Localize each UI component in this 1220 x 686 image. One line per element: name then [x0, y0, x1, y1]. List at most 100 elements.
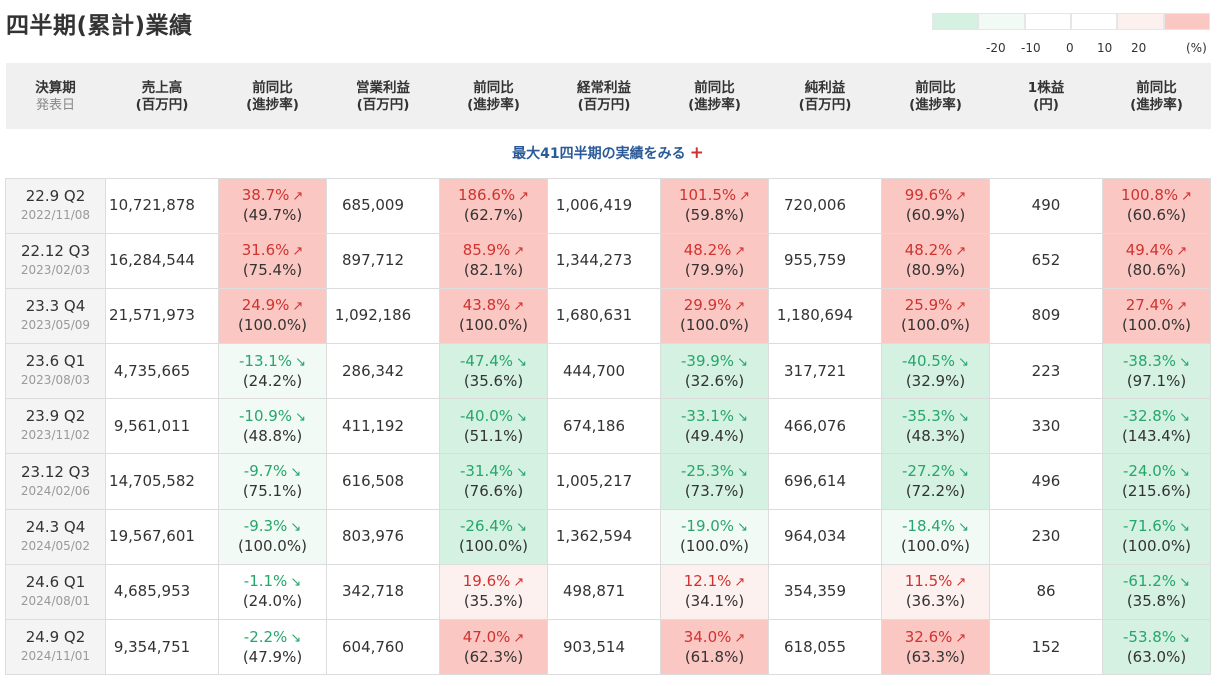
arrow-down-right-icon: ↘	[737, 409, 748, 425]
yoy-percent: -47.4%	[460, 351, 514, 370]
show-more-label[interactable]: 最大41四半期の実績をみる	[512, 146, 686, 163]
arrow-down-right-icon: ↘	[290, 465, 302, 481]
legend-ticks: -20 -10 0 10 20 (%)	[932, 41, 1210, 61]
yoy-percent: 27.4%	[1125, 296, 1174, 315]
progress-rate: (100.0%)	[459, 316, 528, 335]
progress-rate: (35.3%)	[463, 592, 524, 611]
net-profit-cell: 466,076	[768, 398, 882, 455]
yoy-percent: -13.1%	[239, 351, 293, 370]
yoy-percent: 100.8%	[1120, 186, 1179, 205]
yoy-percent: -25.3%	[681, 462, 735, 481]
period-label: 24.6 Q1	[25, 572, 86, 591]
arrow-up-right-icon: ↗	[739, 189, 751, 205]
header-net-yoy: 前同比 (進捗率)	[881, 63, 990, 129]
progress-rate: (48.8%)	[242, 426, 303, 445]
yoy-percent: -2.2%	[243, 627, 288, 646]
progress-rate: (35.6%)	[463, 371, 524, 390]
arrow-up-right-icon: ↗	[292, 189, 304, 205]
arrow-up-right-icon: ↗	[955, 630, 967, 646]
sales-yoy-cell: 31.6% ↗ (75.4%)	[218, 232, 327, 289]
arrow-down-right-icon: ↘	[737, 520, 748, 536]
yoy-percent: 11.5%	[904, 572, 953, 591]
eps-cell: 86	[989, 563, 1103, 621]
sales-cell: 16,284,544	[105, 232, 219, 289]
ordinary-profit-yoy-cell: 48.2% ↗ (79.9%)	[660, 232, 769, 289]
arrow-up-right-icon: ↗	[513, 299, 525, 315]
ordinary-profit-cell: 903,514	[547, 618, 661, 676]
ordinary-profit-yoy-cell: -39.9% ↘ (32.6%)	[660, 343, 769, 400]
announce-date: 2023/05/09	[20, 317, 91, 332]
ordinary-profit-yoy-cell: -19.0% ↘ (100.0%)	[660, 508, 769, 565]
net-profit-yoy-cell: -35.3% ↘ (48.3%)	[881, 398, 990, 455]
legend-swatch	[1070, 13, 1118, 30]
sales-cell: 4,685,953	[105, 563, 219, 621]
show-more-link[interactable]: 最大41四半期の実績をみる +	[512, 143, 704, 164]
period-cell: 23.12 Q3 2024/02/06	[5, 453, 106, 510]
header-period: 決算期 発表日	[5, 63, 106, 129]
plus-icon[interactable]: +	[689, 143, 704, 164]
sales-cell: 4,735,665	[105, 343, 219, 400]
arrow-down-right-icon: ↘	[1179, 520, 1190, 536]
progress-rate: (100.0%)	[680, 537, 749, 556]
eps-yoy-cell: 100.8% ↗ (60.6%)	[1102, 177, 1211, 234]
arrow-up-right-icon: ↗	[513, 244, 525, 260]
yoy-percent: -32.8%	[1123, 406, 1177, 425]
arrow-down-right-icon: ↘	[958, 409, 969, 425]
progress-rate: (97.1%)	[1126, 371, 1187, 390]
header-operating-profit: 営業利益 (百万円)	[326, 63, 440, 129]
yoy-percent: -1.1%	[243, 572, 288, 591]
announce-date: 2024/11/01	[20, 649, 91, 664]
eps-yoy-cell: -71.6% ↘ (100.0%)	[1102, 508, 1211, 565]
progress-rate: (24.2%)	[242, 371, 303, 390]
yoy-percent: -53.8%	[1123, 627, 1177, 646]
yoy-percent: 49.4%	[1125, 241, 1174, 260]
table-row: 24.6 Q1 2024/08/01 4,685,953 -1.1% ↘ (24.0%) 3…	[5, 563, 1211, 621]
legend-swatch	[1117, 13, 1164, 30]
net-profit-yoy-cell: 32.6% ↗ (63.3%)	[881, 618, 990, 676]
arrow-up-right-icon: ↗	[292, 299, 304, 315]
legend-swatch	[932, 13, 979, 30]
progress-rate: (32.9%)	[905, 371, 966, 390]
eps-yoy-cell: -61.2% ↘ (35.8%)	[1102, 563, 1211, 621]
yoy-percent: -33.1%	[681, 406, 735, 425]
table-row: 23.12 Q3 2024/02/06 14,705,582 -9.7% ↘ (75.1%…	[5, 453, 1211, 510]
header-operating-yoy: 前同比 (進捗率)	[439, 63, 548, 129]
sales-cell: 19,567,601	[105, 508, 219, 565]
sales-cell: 21,571,973	[105, 287, 219, 345]
period-cell: 24.6 Q1 2024/08/01	[5, 563, 106, 621]
period-label: 24.9 Q2	[25, 628, 86, 647]
progress-rate: (73.7%)	[684, 482, 745, 501]
table-row: 23.6 Q1 2023/08/03 4,735,665 -13.1% ↘ (24.2%)…	[5, 343, 1211, 400]
yoy-percent: 101.5%	[678, 186, 737, 205]
arrow-down-right-icon: ↘	[1179, 354, 1190, 370]
legend-tick: -20	[986, 41, 1006, 55]
progress-rate: (60.9%)	[905, 206, 966, 225]
progress-rate: (49.4%)	[684, 426, 745, 445]
operating-profit-yoy-cell: -40.0% ↘ (51.1%)	[439, 398, 548, 455]
legend-swatch	[1024, 13, 1071, 30]
period-cell: 22.12 Q3 2023/02/03	[5, 232, 106, 289]
yoy-percent: 19.6%	[462, 572, 511, 591]
yoy-percent: -18.4%	[902, 517, 956, 536]
progress-rate: (100.0%)	[901, 316, 970, 335]
operating-profit-yoy-cell: -26.4% ↘ (100.0%)	[439, 508, 548, 565]
progress-rate: (80.6%)	[1126, 261, 1187, 280]
period-cell: 23.3 Q4 2023/05/09	[5, 287, 106, 345]
yoy-percent: -39.9%	[681, 351, 735, 370]
ordinary-profit-cell: 498,871	[547, 563, 661, 621]
arrow-up-right-icon: ↗	[518, 189, 530, 205]
eps-cell: 152	[989, 618, 1103, 676]
header-sales: 売上高 (百万円)	[105, 63, 219, 129]
operating-profit-cell: 604,760	[326, 618, 440, 676]
sales-yoy-cell: -13.1% ↘ (24.2%)	[218, 343, 327, 400]
sales-yoy-cell: -2.2% ↘ (47.9%)	[218, 618, 327, 676]
arrow-down-right-icon: ↘	[516, 409, 527, 425]
progress-rate: (60.6%)	[1126, 206, 1187, 225]
legend-swatch	[1163, 13, 1210, 30]
sales-cell: 9,354,751	[105, 618, 219, 676]
announce-date: 2024/05/02	[20, 538, 91, 553]
progress-rate: (51.1%)	[463, 426, 524, 445]
progress-rate: (100.0%)	[459, 537, 528, 556]
sales-yoy-cell: 24.9% ↗ (100.0%)	[218, 287, 327, 345]
yoy-percent: 99.6%	[904, 186, 953, 205]
